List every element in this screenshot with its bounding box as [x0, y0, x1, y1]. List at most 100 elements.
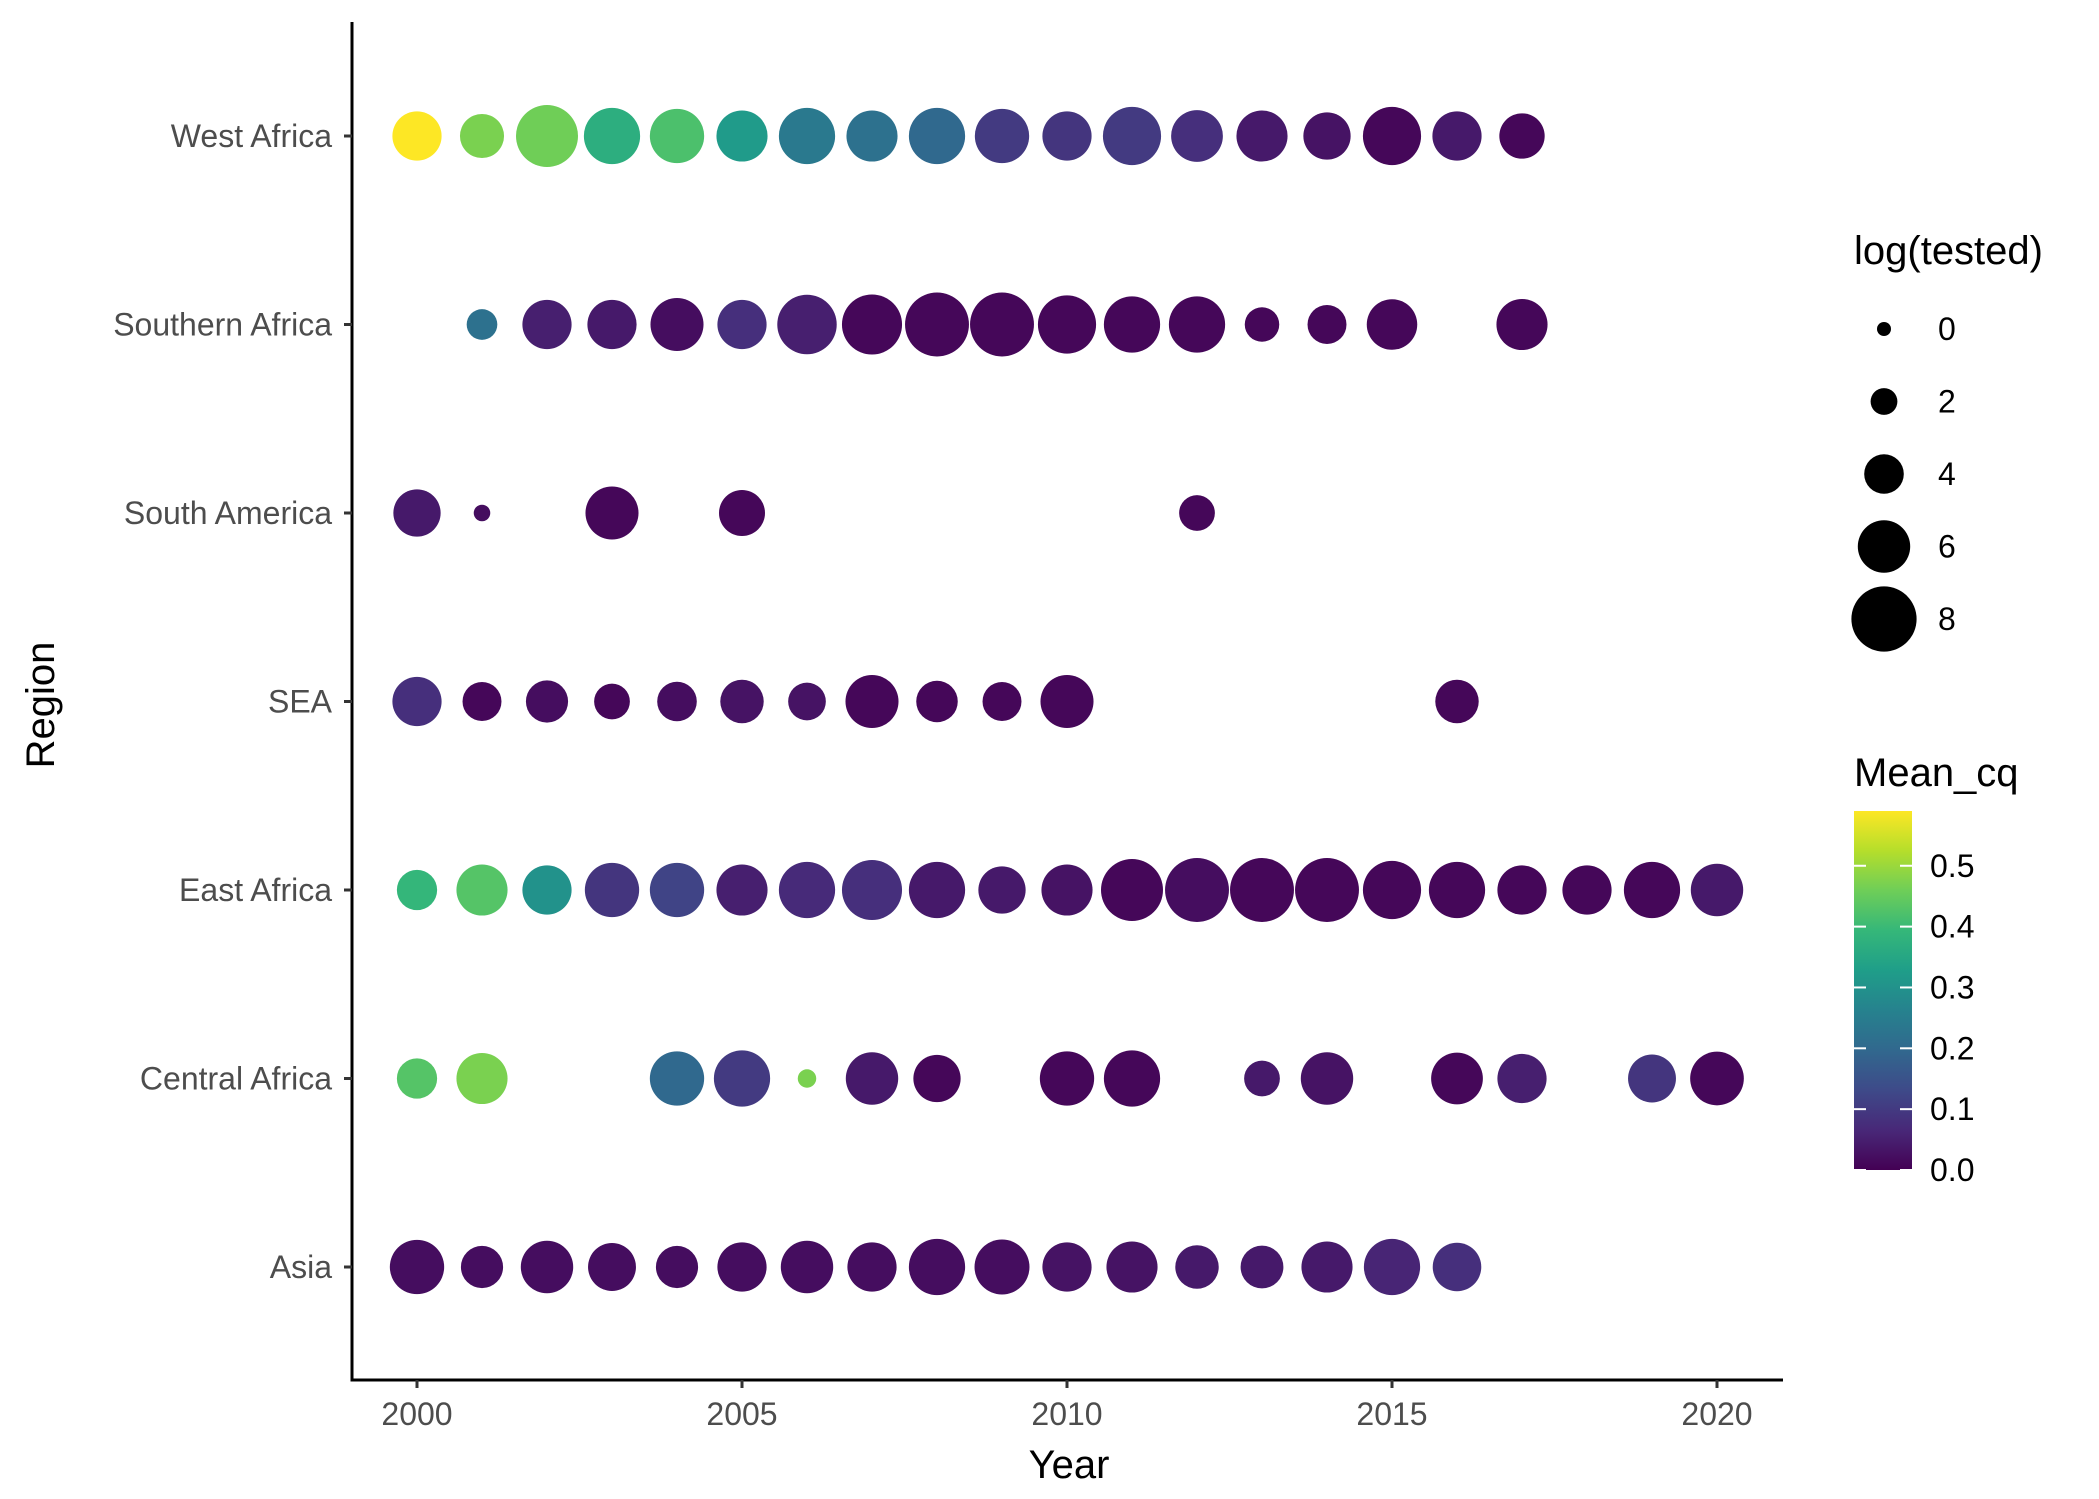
point-asia-2003: [588, 1243, 636, 1291]
size-legend-label-4: 4: [1938, 456, 1956, 492]
point-east-africa-2016: [1428, 861, 1486, 919]
series-south-america: [393, 486, 1215, 540]
size-legend-key-6: [1857, 520, 1911, 573]
point-southern-africa-2006: [777, 294, 837, 355]
point-east-africa-2019: [1623, 861, 1681, 919]
series-west-africa: [392, 105, 1545, 167]
series-sea: [392, 674, 1479, 729]
y-tick-label-central-africa: Central Africa: [140, 1061, 332, 1097]
point-central-africa-2013: [1244, 1060, 1280, 1097]
point-sea-2002: [525, 680, 569, 723]
point-central-africa-2005: [713, 1050, 771, 1107]
point-southern-africa-2013: [1244, 307, 1280, 342]
color-legend: Mean_cq 0.0 0.1 0.2 0.3 0.4 0.5: [1854, 751, 2019, 1188]
point-east-africa-2004: [649, 862, 705, 918]
size-legend-title: log(tested): [1854, 229, 2043, 273]
point-east-africa-2011: [1101, 859, 1163, 921]
colorbar-label-2: 0.2: [1930, 1030, 1974, 1066]
size-legend-key-8: [1851, 586, 1917, 652]
point-asia-2007: [847, 1242, 897, 1292]
colorbar-label-4: 0.4: [1930, 909, 1974, 945]
point-asia-2002: [520, 1240, 574, 1294]
point-west-africa-2011: [1102, 106, 1162, 166]
point-asia-2004: [655, 1245, 699, 1289]
point-southern-africa-2007: [841, 294, 903, 355]
point-southern-africa-2015: [1366, 299, 1418, 350]
point-east-africa-2015: [1362, 860, 1422, 920]
point-west-africa-2002: [516, 105, 578, 167]
point-west-africa-2012: [1171, 110, 1223, 162]
point-east-africa-2020: [1690, 863, 1744, 917]
size-legend-key-0: [1877, 322, 1891, 336]
point-southern-africa-2003: [587, 299, 637, 350]
point-central-africa-2017: [1497, 1053, 1547, 1104]
series-asia: [389, 1238, 1482, 1296]
x-axis: 2000 2005 2010 2015 2020: [350, 1378, 1783, 1432]
y-tick-label-asia: Asia: [270, 1249, 332, 1285]
size-legend-label-2: 2: [1938, 384, 1956, 420]
point-east-africa-2010: [1041, 864, 1093, 916]
point-west-africa-2016: [1432, 111, 1482, 161]
point-east-africa-2018: [1562, 865, 1612, 915]
size-legend-label-6: 6: [1938, 529, 1956, 565]
point-west-africa-2015: [1362, 106, 1422, 166]
point-sea-2010: [1040, 674, 1094, 729]
plot-area: [389, 105, 1744, 1296]
point-asia-2011: [1106, 1241, 1158, 1293]
point-west-africa-2009: [974, 108, 1030, 164]
point-asia-2010: [1042, 1242, 1092, 1292]
point-west-africa-2010: [1042, 111, 1092, 161]
y-tick-label-southern-africa: Southern Africa: [113, 307, 332, 343]
point-south-america-2012: [1179, 495, 1215, 531]
point-sea-2009: [982, 682, 1022, 721]
point-central-africa-2008: [913, 1054, 961, 1103]
colorbar-label-3: 0.3: [1930, 969, 1974, 1005]
series-central-africa: [396, 1050, 1744, 1107]
colorbar: [1854, 811, 1912, 1170]
point-asia-2012: [1175, 1245, 1219, 1289]
point-central-africa-2010: [1039, 1051, 1095, 1106]
point-west-africa-2014: [1303, 112, 1351, 160]
colorbar-label-1: 0.1: [1930, 1091, 1974, 1127]
colorbar-label-0: 0.0: [1930, 1152, 1974, 1188]
y-tick-label-east-africa: East Africa: [179, 872, 332, 908]
y-tick-label-south-america: South America: [124, 495, 332, 531]
point-west-africa-2005: [716, 110, 768, 162]
x-tick-label-2010: 2010: [1031, 1396, 1102, 1432]
point-southern-africa-2010: [1037, 295, 1097, 354]
point-east-africa-2008: [908, 861, 966, 919]
size-legend-label-0: 0: [1938, 311, 1956, 347]
x-tick-label-2020: 2020: [1681, 1396, 1752, 1432]
x-axis-title: Year: [1029, 1443, 1110, 1487]
point-southern-africa-2009: [970, 292, 1034, 357]
point-west-africa-2004: [649, 108, 705, 164]
y-axis: West Africa Southern Africa South America S…: [113, 22, 354, 1380]
point-south-america-2000: [393, 489, 441, 537]
point-south-america-2003: [585, 486, 639, 540]
point-southern-africa-2014: [1307, 305, 1347, 344]
color-legend-title: Mean_cq: [1854, 751, 2019, 795]
point-east-africa-2005: [716, 864, 768, 916]
point-sea-2003: [594, 683, 630, 720]
size-legend-key-2: [1870, 388, 1898, 415]
point-asia-2015: [1363, 1238, 1421, 1296]
point-southern-africa-2012: [1168, 296, 1226, 353]
point-asia-2006: [780, 1240, 834, 1294]
point-west-africa-2001: [459, 113, 505, 159]
point-central-africa-2019: [1628, 1054, 1676, 1103]
point-southern-africa-2017: [1496, 298, 1548, 351]
point-central-africa-2001: [456, 1052, 508, 1105]
x-tick-label-2015: 2015: [1356, 1396, 1427, 1432]
point-southern-africa-2002: [522, 299, 572, 350]
point-sea-2007: [845, 674, 899, 729]
point-asia-2014: [1301, 1241, 1353, 1293]
y-tick-label-sea: SEA: [268, 684, 333, 720]
point-asia-2013: [1240, 1245, 1284, 1289]
y-tick-label-west-africa: West Africa: [171, 118, 332, 154]
point-east-africa-2013: [1230, 858, 1294, 922]
point-sea-2006: [788, 682, 826, 721]
point-south-america-2001: [473, 504, 491, 522]
point-east-africa-2017: [1497, 865, 1547, 915]
